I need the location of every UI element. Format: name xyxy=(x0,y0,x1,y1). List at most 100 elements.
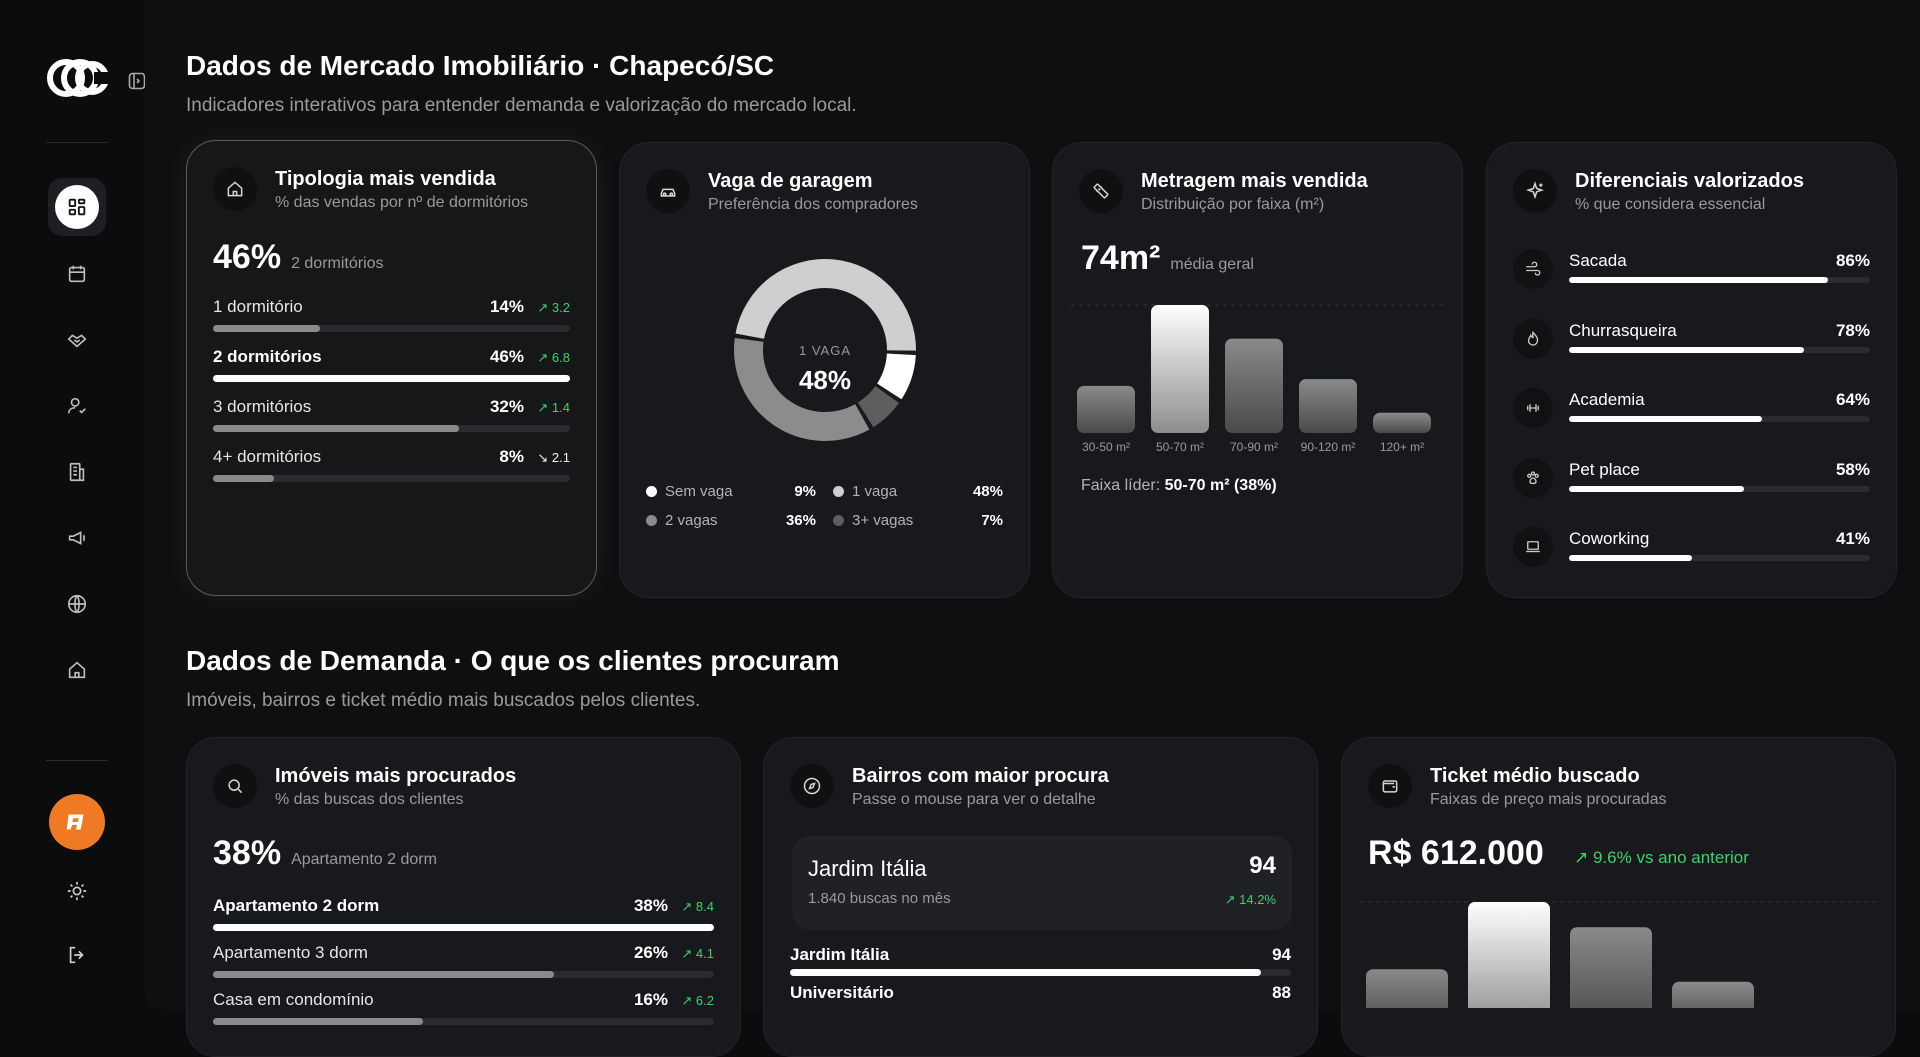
garage-donut-chart[interactable] xyxy=(732,257,918,443)
card-bairros[interactable]: Bairros com maior procura Passe o mouse … xyxy=(763,737,1318,1057)
row-label: 1 dormitório xyxy=(213,297,303,316)
donut-slice[interactable] xyxy=(734,338,870,441)
user-check-icon xyxy=(67,397,86,414)
card-icon xyxy=(1513,169,1557,213)
card-icon xyxy=(213,167,257,211)
bairro-row[interactable]: Jardim Itália 94 xyxy=(790,945,1291,995)
progress-track xyxy=(790,969,1291,976)
bar[interactable] xyxy=(1672,981,1754,1008)
leader-value: 50-70 m² (38%) xyxy=(1164,477,1277,494)
tipologia-row[interactable]: 2 dormitórios 46% ↗ 6.8 xyxy=(213,347,570,397)
theme-toggle[interactable] xyxy=(48,862,106,920)
row-change: ↗ 6.8 xyxy=(537,350,570,366)
card-garagem[interactable]: Vaga de garagem Preferência dos comprado… xyxy=(619,142,1030,598)
row-change: ↗ 4.1 xyxy=(681,946,714,962)
bar[interactable] xyxy=(1299,379,1357,433)
bar[interactable] xyxy=(1366,969,1448,1008)
avatar[interactable] xyxy=(49,794,105,850)
card-title: Imóveis mais procurados xyxy=(275,765,517,787)
progress-track xyxy=(1569,485,1870,492)
legend-value: 36% xyxy=(785,512,816,529)
row-change: ↗ 3.2 xyxy=(537,300,570,316)
progress-track xyxy=(213,375,570,382)
card-tipologia[interactable]: Tipologia mais vendida % das vendas por … xyxy=(186,140,597,596)
card-ticket[interactable]: Ticket médio buscado Faixas de preço mai… xyxy=(1341,737,1896,1057)
nav-clients[interactable] xyxy=(48,377,106,435)
sun-icon xyxy=(67,881,87,901)
progress-track xyxy=(213,1018,714,1025)
bar[interactable] xyxy=(1077,385,1135,433)
highlight-stat: 38% Apartamento 2 dorm xyxy=(213,834,437,873)
diferencial-item[interactable]: Coworking 41% xyxy=(1513,527,1870,577)
metragem-bar-chart[interactable]: 30-50 m² 50-70 m² 70-90 m² 90-120 m² 120+ m² xyxy=(1071,301,1446,461)
tipologia-row[interactable]: 3 dormitórios 32% ↗ 1.4 xyxy=(213,397,570,447)
imoveis-row[interactable]: Apartamento 3 dorm 26% ↗ 4.1 xyxy=(213,943,714,993)
bar[interactable] xyxy=(1373,412,1431,433)
card-title: Tipologia mais vendida xyxy=(275,168,496,190)
donut-slice[interactable] xyxy=(735,259,916,351)
donut-slice[interactable] xyxy=(857,386,899,428)
progress-fill xyxy=(213,475,274,482)
bar[interactable] xyxy=(1570,927,1652,1008)
row-value: 38% xyxy=(633,896,668,915)
nav-deals[interactable] xyxy=(48,311,106,369)
legend-value: 48% xyxy=(972,483,1003,500)
bar[interactable] xyxy=(1151,305,1209,433)
ticket-bar-chart[interactable] xyxy=(1360,898,1880,1008)
card-title: Metragem mais vendida xyxy=(1141,170,1368,192)
diferencial-item[interactable]: Academia 64% xyxy=(1513,388,1870,438)
donut-slice[interactable] xyxy=(877,353,916,400)
diferencial-icon-box xyxy=(1513,457,1553,498)
trend-up-icon: ↗ xyxy=(1224,892,1240,907)
progress-fill xyxy=(213,1018,424,1025)
legend-label: Sem vaga xyxy=(665,483,733,500)
tipologia-row[interactable]: 1 dormitório 14% ↗ 3.2 xyxy=(213,297,570,347)
row-label: Apartamento 3 dorm xyxy=(213,943,368,962)
nav-marketing[interactable] xyxy=(48,509,106,567)
imoveis-row[interactable]: Casa em condomínio 16% ↗ 6.2 xyxy=(213,990,714,1040)
bar-label: 90-120 m² xyxy=(1301,440,1356,454)
progress-fill xyxy=(1569,416,1762,422)
logout-button[interactable] xyxy=(48,926,106,984)
trend-up-icon: ↗ xyxy=(537,400,552,415)
sidebar-divider-bottom xyxy=(46,760,108,761)
progress-fill xyxy=(213,971,554,978)
card-diferenciais[interactable]: Diferenciais valorizados % que considera… xyxy=(1486,142,1897,598)
legend-dot xyxy=(646,486,657,497)
nav-calendar[interactable] xyxy=(48,245,106,303)
nav-home[interactable] xyxy=(48,641,106,699)
diferencial-item[interactable]: Sacada 86% xyxy=(1513,249,1870,299)
trend-down-icon: ↘ xyxy=(537,450,552,465)
brand-logo[interactable] xyxy=(46,58,108,98)
donut-center-value: 48% xyxy=(798,365,852,395)
sidebar-toggle-icon[interactable] xyxy=(128,72,146,90)
card-metragem[interactable]: Metragem mais vendida Distribuição por f… xyxy=(1052,142,1463,598)
row-label: 2 dormitórios xyxy=(213,347,322,366)
imoveis-row[interactable]: Apartamento 2 dorm 38% ↗ 8.4 xyxy=(213,896,714,946)
nav-properties[interactable] xyxy=(48,443,106,501)
bar[interactable] xyxy=(1468,902,1550,1008)
row-label: 3 dormitórios xyxy=(213,397,312,416)
nav-website[interactable] xyxy=(48,575,106,633)
row-change-value: 1.4 xyxy=(551,400,570,415)
tipologia-row[interactable]: 4+ dormitórios 8% ↘ 2.1 xyxy=(213,447,570,497)
bairro-row[interactable]: Universitário 88 xyxy=(790,983,1291,1033)
progress-track xyxy=(213,475,570,482)
progress-fill xyxy=(1569,346,1804,353)
diferencial-item[interactable]: Churrasqueira 78% xyxy=(1513,318,1870,369)
donut-center-label: 1 VAGA xyxy=(798,343,851,358)
highlight-stat: 74m² média geral xyxy=(1081,239,1254,278)
card-imoveis[interactable]: Imóveis mais procurados % das buscas dos… xyxy=(186,737,741,1057)
legend-dot xyxy=(833,486,844,497)
trend-up-icon: ↗ xyxy=(537,350,552,365)
sidebar-divider-top xyxy=(46,142,108,143)
bar[interactable] xyxy=(1225,338,1283,433)
trend-up-icon: ↗ xyxy=(681,993,696,1008)
card-subtitle: Faixas de preço mais procuradas xyxy=(1430,791,1667,808)
sidebar xyxy=(0,0,146,1028)
highlight-label: 2 dormitórios xyxy=(291,255,384,272)
nav-dashboard[interactable] xyxy=(48,178,106,236)
diferencial-label: Academia xyxy=(1569,390,1645,409)
trend-up-icon: ↗ xyxy=(681,899,696,914)
diferencial-item[interactable]: Pet place 58% xyxy=(1513,457,1870,508)
